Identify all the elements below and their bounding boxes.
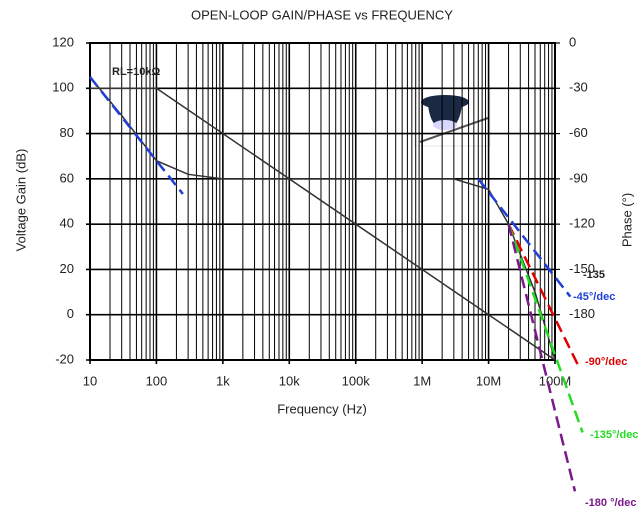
series-line [90, 87, 556, 361]
annotation: -135 [583, 269, 605, 281]
asymptote-line [507, 223, 577, 492]
y2-tick-label: 0 [569, 34, 576, 49]
logo-icon [414, 87, 491, 147]
x-tick-label: 1M [413, 373, 431, 388]
y2-tick-label: -30 [569, 80, 588, 95]
asymptote-label: -135°/dec [590, 429, 638, 441]
y-tick-label: 120 [52, 34, 74, 49]
y-tick-label: 80 [60, 125, 74, 140]
x-tick-label: 10k [279, 373, 300, 388]
x-tick-label: 10M [476, 373, 501, 388]
asymptote-line [507, 223, 584, 433]
asymptote-line [477, 178, 572, 298]
x-axis-label: Frequency (Hz) [277, 401, 367, 416]
asymptote-label: -90°/dec [585, 356, 627, 368]
asymptote-label: -45°/dec [573, 291, 615, 303]
y-axis-label: Voltage Gain (dB) [13, 149, 28, 252]
y2-tick-label: -180 [569, 306, 595, 321]
y-tick-label: 60 [60, 170, 74, 185]
asymptote-label: -180 °/dec [585, 497, 636, 509]
asymptote-line [89, 76, 184, 195]
y-tick-label: 20 [60, 261, 74, 276]
y-tick-label: -20 [55, 351, 74, 366]
asymptote-line [507, 223, 579, 366]
y2-tick-label: -120 [569, 216, 595, 231]
x-tick-label: 100 [146, 373, 168, 388]
y-tick-label: 0 [67, 306, 74, 321]
y2-tick-label: -90 [569, 170, 588, 185]
y-tick-label: 100 [52, 80, 74, 95]
y2-tick-label: -150 [569, 261, 595, 276]
y2-tick-label: -60 [569, 125, 588, 140]
y2-axis-label: Phase (°) [619, 193, 634, 247]
plot-frame [89, 42, 556, 361]
x-tick-label: 100k [342, 373, 371, 388]
annotation: RL=10kΩ [112, 66, 160, 78]
chart-title: OPEN-LOOP GAIN/PHASE vs FREQUENCY [191, 7, 453, 22]
x-tick-label: 1k [216, 373, 230, 388]
x-tick-label: 10 [83, 373, 97, 388]
y-tick-label: 40 [60, 216, 74, 231]
